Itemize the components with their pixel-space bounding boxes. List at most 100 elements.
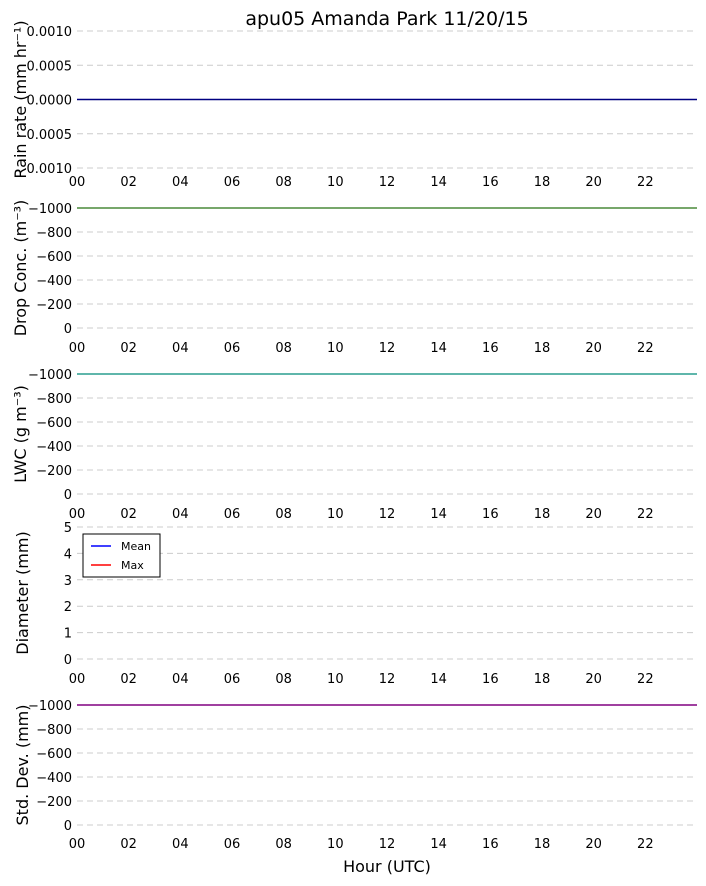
x-tick-label: 16 xyxy=(482,507,499,522)
x-tick-label: 04 xyxy=(172,672,189,687)
x-tick-label: 18 xyxy=(534,507,551,522)
y-tick-label: 0.0010 xyxy=(27,162,73,177)
figure-title: apu05 Amanda Park 11/20/15 xyxy=(245,8,528,30)
x-tick-label: 16 xyxy=(482,837,499,852)
x-tick-label: 16 xyxy=(482,341,499,356)
x-tick-label: 14 xyxy=(430,507,447,522)
y-tick-label: −400 xyxy=(36,440,72,455)
x-tick-label: 08 xyxy=(275,672,292,687)
x-tick-label: 02 xyxy=(120,175,137,190)
x-tick-label: 12 xyxy=(379,672,396,687)
y-tick-label: 3 xyxy=(64,574,72,589)
y-axis-label: Rain rate (mm hr⁻¹) xyxy=(11,20,30,178)
x-tick-label: 18 xyxy=(534,837,551,852)
y-tick-label: 0.0010 xyxy=(27,25,73,40)
y-tick-label: −800 xyxy=(36,723,72,738)
y-tick-label: −1000 xyxy=(28,202,72,217)
x-tick-label: 08 xyxy=(275,837,292,852)
x-tick-label: 10 xyxy=(327,341,344,356)
x-tick-label: 20 xyxy=(585,672,602,687)
x-tick-label: 18 xyxy=(534,341,551,356)
y-tick-label: 5 xyxy=(64,521,72,536)
x-tick-label: 16 xyxy=(482,175,499,190)
y-tick-label: 0.0005 xyxy=(27,59,73,74)
x-tick-label: 00 xyxy=(69,507,86,522)
x-tick-label: 20 xyxy=(585,175,602,190)
y-tick-label: −800 xyxy=(36,392,72,407)
y-tick-label: −400 xyxy=(36,274,72,289)
x-tick-label: 06 xyxy=(224,507,241,522)
y-tick-label: 0 xyxy=(64,819,72,834)
x-tick-label: 08 xyxy=(275,341,292,356)
x-tick-label: 10 xyxy=(327,507,344,522)
x-tick-label: 14 xyxy=(430,341,447,356)
x-tick-label: 00 xyxy=(69,175,86,190)
x-tick-label: 20 xyxy=(585,837,602,852)
x-tick-label: 06 xyxy=(224,672,241,687)
y-tick-label: −600 xyxy=(36,250,72,265)
x-tick-label: 06 xyxy=(224,341,241,356)
x-tick-label: 06 xyxy=(224,837,241,852)
y-axis-label: Drop Conc. (m⁻³) xyxy=(11,200,30,337)
x-tick-label: 10 xyxy=(327,175,344,190)
x-tick-label: 14 xyxy=(430,672,447,687)
x-tick-label: 02 xyxy=(120,672,137,687)
x-axis-label: Hour (UTC) xyxy=(343,857,431,876)
x-tick-label: 10 xyxy=(327,837,344,852)
y-tick-label: 0.0000 xyxy=(27,94,73,109)
x-tick-label: 12 xyxy=(379,175,396,190)
x-tick-label: 22 xyxy=(637,837,654,852)
x-tick-label: 08 xyxy=(275,507,292,522)
y-axis-label: Diameter (mm) xyxy=(13,531,32,654)
x-tick-label: 18 xyxy=(534,175,551,190)
y-tick-label: −200 xyxy=(36,795,72,810)
x-tick-label: 04 xyxy=(172,341,189,356)
y-tick-label: 0 xyxy=(64,322,72,337)
legend-entry-label: Mean xyxy=(121,540,151,553)
x-tick-label: 00 xyxy=(69,341,86,356)
x-tick-label: 06 xyxy=(224,175,241,190)
legend: Mean Max xyxy=(82,533,161,578)
x-tick-label: 00 xyxy=(69,837,86,852)
x-tick-label: 20 xyxy=(585,341,602,356)
y-tick-label: −800 xyxy=(36,226,72,241)
y-tick-label: −600 xyxy=(36,416,72,431)
x-tick-label: 00 xyxy=(69,672,86,687)
x-tick-label: 20 xyxy=(585,507,602,522)
y-tick-label: 4 xyxy=(64,547,72,562)
x-tick-label: 08 xyxy=(275,175,292,190)
x-tick-label: 18 xyxy=(534,672,551,687)
x-tick-label: 22 xyxy=(637,507,654,522)
y-tick-label: −200 xyxy=(36,298,72,313)
y-tick-label: −1000 xyxy=(28,699,72,714)
x-tick-label: 12 xyxy=(379,507,396,522)
x-tick-label: 14 xyxy=(430,175,447,190)
legend-entry-label: Max xyxy=(121,559,144,572)
x-tick-label: 22 xyxy=(637,175,654,190)
y-tick-label: −400 xyxy=(36,771,72,786)
legend-box xyxy=(82,533,161,578)
x-tick-label: 02 xyxy=(120,507,137,522)
y-tick-label: 0.0005 xyxy=(27,128,73,143)
y-tick-label: 0 xyxy=(64,653,72,668)
x-tick-label: 12 xyxy=(379,341,396,356)
y-axis-label: Std. Dev. (mm) xyxy=(13,705,32,826)
x-tick-label: 22 xyxy=(637,341,654,356)
x-tick-label: 04 xyxy=(172,507,189,522)
x-tick-label: 02 xyxy=(120,837,137,852)
y-axis-label: LWC (g m⁻³) xyxy=(11,385,30,483)
x-tick-label: 10 xyxy=(327,672,344,687)
y-tick-label: −600 xyxy=(36,747,72,762)
x-tick-label: 04 xyxy=(172,175,189,190)
y-tick-label: 1 xyxy=(64,627,72,642)
y-tick-label: 2 xyxy=(64,600,72,615)
x-tick-label: 02 xyxy=(120,341,137,356)
x-tick-label: 12 xyxy=(379,837,396,852)
y-tick-label: −1000 xyxy=(28,368,72,383)
